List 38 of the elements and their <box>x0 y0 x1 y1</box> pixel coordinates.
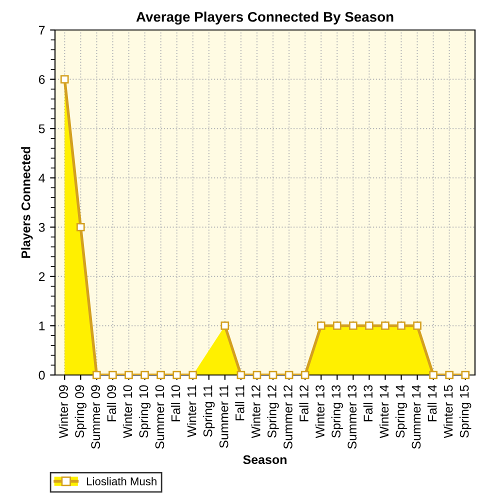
x-tick-label: Summer 11 <box>219 385 228 448</box>
x-tick-label: Fall 12 <box>299 385 308 422</box>
x-tick-label: Spring 15 <box>460 385 472 438</box>
x-tick-label: Spring 11 <box>203 385 215 437</box>
x-tick-label: Winter 10 <box>122 385 132 438</box>
x-tick-label: Fall 11 <box>235 385 244 420</box>
x-tick-label: Winter 12 <box>251 385 260 438</box>
x-tick-label: Summer 14 <box>412 385 421 449</box>
x-tick-label: Winter 14 <box>379 385 389 438</box>
x-tick-label: Winter 09 <box>58 385 68 438</box>
x-tick-label: Spring 09 <box>74 385 86 438</box>
y-tick-label: 5 <box>38 124 45 134</box>
x-tick-label: Fall 14 <box>427 385 437 422</box>
x-tick-label: Fall 09 <box>106 385 116 422</box>
y-tick-label: 6 <box>38 75 45 84</box>
x-tick-label: Spring 14 <box>395 385 408 438</box>
x-tick-label: Fall 10 <box>171 385 180 422</box>
x-tick-label: Summer 10 <box>155 385 164 449</box>
x-tick-label: Winter 13 <box>315 385 324 438</box>
legend-label: Liosliath Mush <box>87 477 156 486</box>
x-tick-label: Summer 09 <box>91 385 100 449</box>
y-tick-label: 4 <box>38 174 45 182</box>
x-tick-label: Spring 13 <box>331 385 343 438</box>
y-axis-title: Players Connected <box>21 147 33 258</box>
y-tick-label: 7 <box>38 26 45 35</box>
x-tick-label: Fall 13 <box>363 385 373 422</box>
x-tick-label: Summer 12 <box>284 385 292 449</box>
y-tick-label: 1 <box>39 322 45 330</box>
y-tick-label: 3 <box>38 222 45 232</box>
y-tick-label: 2 <box>38 272 45 281</box>
x-tick-label: Summer 13 <box>348 385 357 449</box>
x-tick-label: Spring 12 <box>267 385 279 438</box>
chart-title: Average Players Connected By Season <box>136 12 394 25</box>
x-tick-label: Winter 11 <box>187 385 196 438</box>
x-axis-title: Season <box>243 455 286 464</box>
x-tick-label: Spring 10 <box>138 385 151 438</box>
y-tick-label: 0 <box>38 370 45 380</box>
x-tick-label: Winter 15 <box>444 385 453 438</box>
